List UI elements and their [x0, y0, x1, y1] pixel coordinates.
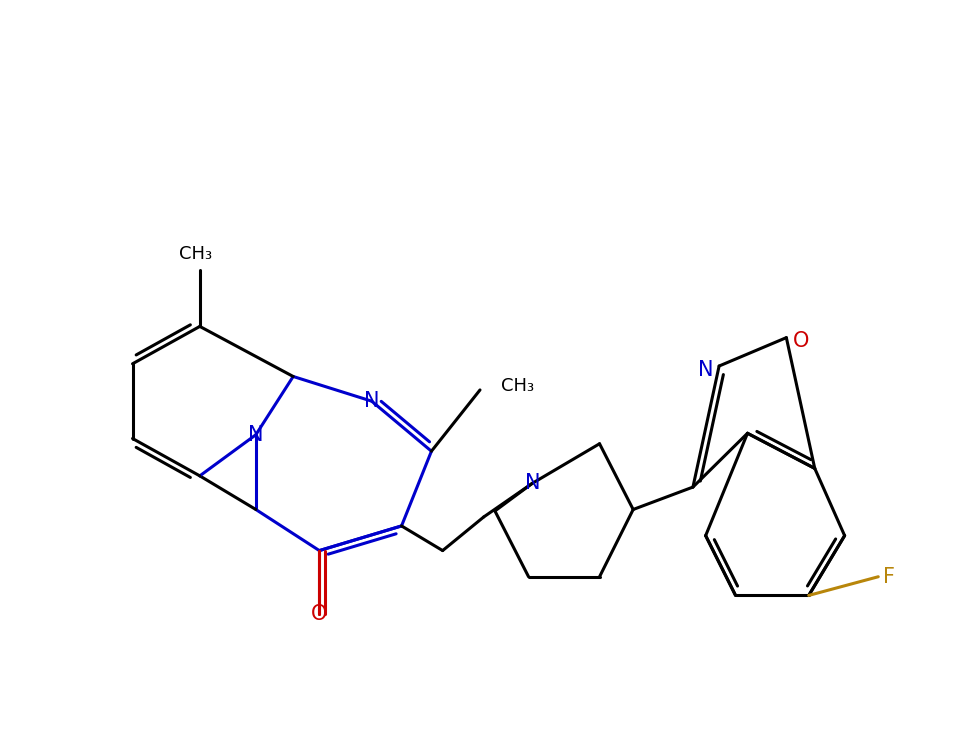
Text: CH₃: CH₃ — [501, 377, 534, 395]
Text: N: N — [248, 425, 263, 445]
Text: CH₃: CH₃ — [179, 245, 213, 263]
Text: F: F — [883, 567, 896, 587]
Text: O: O — [311, 604, 328, 624]
Text: N: N — [364, 391, 379, 411]
Text: N: N — [525, 473, 540, 493]
Text: O: O — [793, 332, 810, 352]
Text: N: N — [697, 360, 714, 380]
